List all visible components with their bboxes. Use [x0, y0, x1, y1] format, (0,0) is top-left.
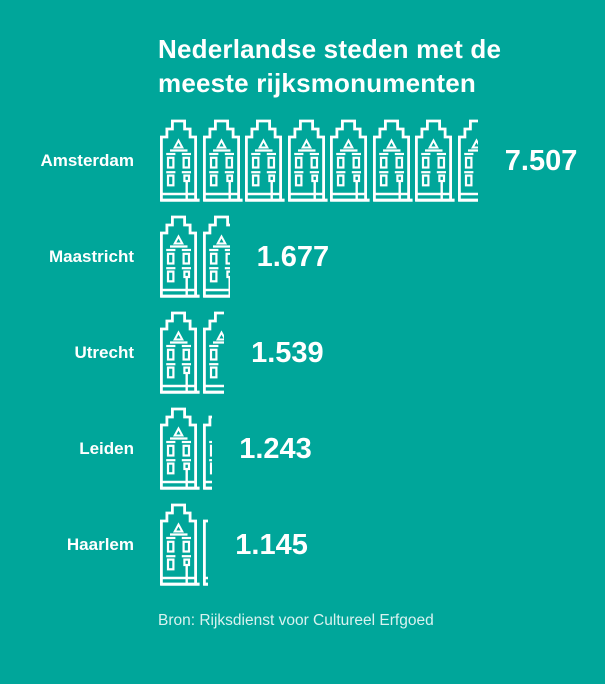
infographic-card: Nederlandse steden met de meeste rijksmo… [0, 32, 605, 684]
chart-row: Amsterdam 7.507 [0, 113, 605, 209]
value-label: 7.507 [504, 144, 578, 177]
icon-bar [160, 503, 208, 587]
canal-house-icon [458, 119, 478, 203]
canal-house-icon [160, 119, 203, 203]
icon-bar [160, 119, 478, 203]
canal-house-icon [330, 119, 373, 203]
pictogram-chart: Amsterdam 7.507 Maastricht 1.677 Utrecht… [0, 113, 605, 593]
canal-house-icon [160, 311, 203, 395]
chart-row: Maastricht 1.677 [0, 209, 605, 305]
canal-house-icon [203, 215, 230, 299]
chart-title: Nederlandse steden met de meeste rijksmo… [158, 32, 605, 100]
city-label: Utrecht [74, 343, 134, 362]
icon-bar [160, 215, 230, 299]
icon-bar [160, 407, 212, 491]
icon-bar [160, 311, 224, 395]
city-label: Haarlem [66, 535, 134, 554]
chart-row: Leiden 1.243 [0, 401, 605, 497]
chart-title-line2: meeste rijksmonumenten [158, 68, 476, 98]
source-note: Bron: Rijksdienst voor Cultureel Erfgoed [158, 612, 434, 629]
chart-row: Utrecht 1.539 [0, 305, 605, 401]
canal-house-icon [160, 215, 203, 299]
canal-house-icon [415, 119, 458, 203]
value-label: 1.539 [251, 336, 324, 369]
value-label: 1.677 [256, 240, 330, 273]
city-label: Amsterdam [40, 151, 134, 170]
value-label: 1.243 [239, 432, 312, 465]
city-label: Maastricht [48, 247, 134, 266]
chart-row: Haarlem 1.145 [0, 497, 605, 593]
canal-house-icon [203, 407, 213, 491]
city-label: Leiden [79, 439, 134, 458]
canal-house-icon [203, 311, 225, 395]
value-label: 1.145 [235, 528, 308, 561]
canal-house-icon [160, 407, 203, 491]
chart-title-line1: Nederlandse steden met de [158, 34, 502, 64]
canal-house-icon [203, 503, 209, 587]
canal-house-icon [288, 119, 331, 203]
canal-house-icon [245, 119, 288, 203]
canal-house-icon [373, 119, 416, 203]
canal-house-icon [160, 503, 203, 587]
canal-house-icon [203, 119, 246, 203]
